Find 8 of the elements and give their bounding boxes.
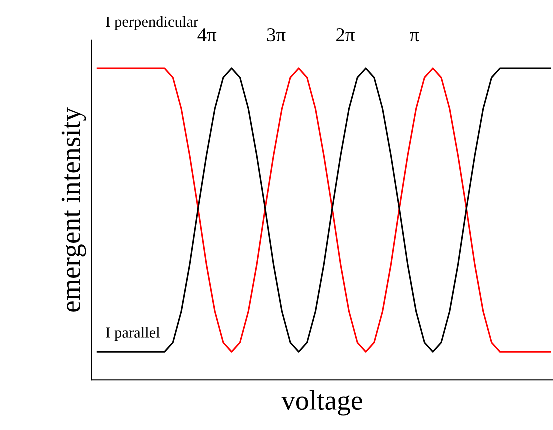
- text: 2π: [336, 28, 355, 42]
- text: π: [410, 32, 420, 42]
- text: 3π: [267, 28, 286, 42]
- annotation: I parallel: [106, 327, 160, 342]
- y-axis-title: emergent intensity: [62, 108, 86, 312]
- text: I perpendicular: [106, 16, 198, 30]
- x-axis-title: voltage: [282, 390, 362, 416]
- text: 4π: [198, 28, 217, 42]
